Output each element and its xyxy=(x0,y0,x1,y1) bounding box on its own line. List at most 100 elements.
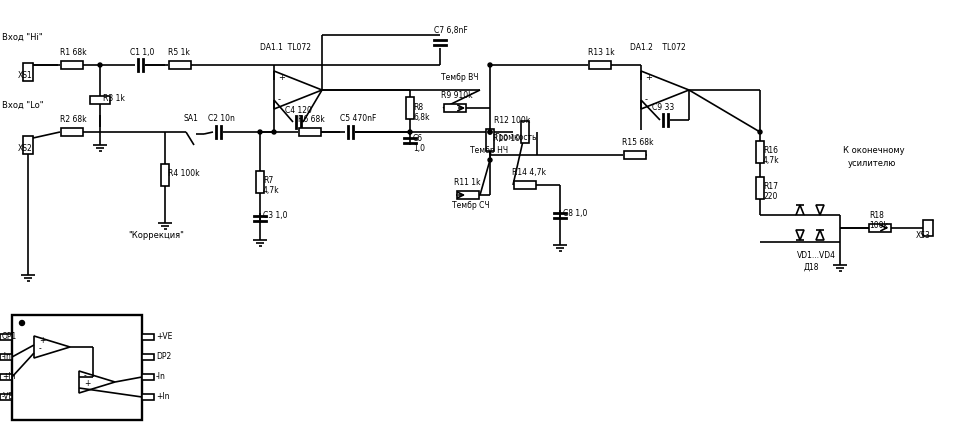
Bar xyxy=(23,63,33,81)
Bar xyxy=(756,141,764,163)
Text: R11 1k: R11 1k xyxy=(454,178,481,187)
Circle shape xyxy=(98,63,102,67)
Text: R10 10k: R10 10k xyxy=(493,134,525,143)
Text: 4,7k: 4,7k xyxy=(263,186,280,195)
Text: -: - xyxy=(39,344,41,353)
Text: 6,8k: 6,8k xyxy=(413,113,429,122)
Bar xyxy=(0,374,12,380)
Circle shape xyxy=(408,130,412,134)
Text: Тембр НЧ: Тембр НЧ xyxy=(470,146,509,155)
Bar xyxy=(589,61,611,69)
Text: R2 68k: R2 68k xyxy=(60,115,87,124)
Bar xyxy=(142,394,154,400)
Bar xyxy=(923,220,933,236)
Text: XS3: XS3 xyxy=(916,231,931,240)
Text: "Коррекция": "Коррекция" xyxy=(128,231,184,240)
Bar xyxy=(0,354,12,360)
Bar xyxy=(142,334,154,340)
Text: R6 68k: R6 68k xyxy=(298,115,325,124)
Text: усилителю: усилителю xyxy=(848,159,896,168)
Text: Громкость: Громкость xyxy=(494,133,537,142)
Text: C7 6,8nF: C7 6,8nF xyxy=(434,26,468,35)
Circle shape xyxy=(488,130,492,134)
Text: R18: R18 xyxy=(869,211,884,220)
Bar xyxy=(256,171,264,193)
Text: XS1: XS1 xyxy=(18,71,33,80)
Text: R3 1k: R3 1k xyxy=(103,94,124,103)
Bar xyxy=(161,164,169,186)
Text: C8 1,0: C8 1,0 xyxy=(563,209,588,218)
Text: R14 4,7k: R14 4,7k xyxy=(512,168,546,177)
Bar xyxy=(756,177,764,199)
Text: C2 10n: C2 10n xyxy=(208,114,234,123)
Text: C9 33: C9 33 xyxy=(652,103,675,112)
Text: OP1: OP1 xyxy=(2,332,17,341)
Bar xyxy=(142,374,154,380)
Text: +: + xyxy=(645,73,652,82)
Text: R5 1k: R5 1k xyxy=(168,48,190,57)
Bar xyxy=(142,354,154,360)
Text: DA1.2    TL072: DA1.2 TL072 xyxy=(630,43,686,52)
Text: +VE: +VE xyxy=(156,332,173,341)
Bar xyxy=(0,394,12,400)
Text: 100k: 100k xyxy=(869,221,888,230)
Bar xyxy=(444,104,466,112)
Bar xyxy=(521,121,529,143)
Bar xyxy=(61,128,83,136)
Bar xyxy=(90,96,110,104)
Text: +In: +In xyxy=(156,392,170,401)
Text: C1 1,0: C1 1,0 xyxy=(130,48,154,57)
Text: -In: -In xyxy=(156,372,166,381)
Text: Тембр ВЧ: Тембр ВЧ xyxy=(441,73,479,82)
Bar xyxy=(514,181,536,189)
Text: VD1...VD4: VD1...VD4 xyxy=(797,251,836,260)
Bar xyxy=(23,136,33,154)
Circle shape xyxy=(19,320,24,326)
Text: -In: -In xyxy=(2,352,12,361)
Text: C3 1,0: C3 1,0 xyxy=(263,211,288,220)
Text: DP2: DP2 xyxy=(156,352,171,361)
Bar xyxy=(61,61,83,69)
Text: -VE: -VE xyxy=(2,392,14,401)
Text: -: - xyxy=(84,371,87,380)
Circle shape xyxy=(258,130,262,134)
Text: R8: R8 xyxy=(413,103,423,112)
Text: XS2: XS2 xyxy=(18,144,33,153)
Circle shape xyxy=(272,130,276,134)
Bar xyxy=(12,315,142,420)
Bar xyxy=(869,224,891,232)
Text: C6: C6 xyxy=(413,134,423,143)
Text: +: + xyxy=(278,73,285,82)
Text: R4 100k: R4 100k xyxy=(168,169,200,178)
Circle shape xyxy=(488,63,492,67)
Text: R7: R7 xyxy=(263,176,273,185)
Text: C4 120: C4 120 xyxy=(285,106,312,115)
Text: +In: +In xyxy=(2,372,15,381)
Text: R13 1k: R13 1k xyxy=(588,48,615,57)
Bar xyxy=(457,191,479,199)
Text: R9 910k: R9 910k xyxy=(441,91,473,100)
Text: DA1.1  TL072: DA1.1 TL072 xyxy=(260,43,311,52)
Text: R15 68k: R15 68k xyxy=(622,138,653,147)
Text: C5 470nF: C5 470nF xyxy=(340,114,376,123)
Text: R16: R16 xyxy=(763,146,778,155)
Text: Тембр СЧ: Тембр СЧ xyxy=(452,201,489,210)
Bar xyxy=(0,334,12,340)
Text: Вход "Lo": Вход "Lo" xyxy=(2,101,43,110)
Circle shape xyxy=(758,130,762,134)
Bar xyxy=(406,97,414,119)
Bar xyxy=(169,61,191,69)
Text: К оконечному: К оконечному xyxy=(843,146,904,155)
Bar xyxy=(486,129,494,151)
Text: 4,7k: 4,7k xyxy=(763,156,780,165)
Circle shape xyxy=(488,158,492,162)
Bar xyxy=(624,151,646,159)
Bar xyxy=(299,128,321,136)
Circle shape xyxy=(488,130,492,134)
Text: +: + xyxy=(39,336,45,345)
Text: R17: R17 xyxy=(763,182,778,191)
Text: R12 100k: R12 100k xyxy=(494,116,530,125)
Text: Д18: Д18 xyxy=(804,263,819,272)
Text: +: + xyxy=(84,379,91,388)
Text: -: - xyxy=(645,95,648,104)
